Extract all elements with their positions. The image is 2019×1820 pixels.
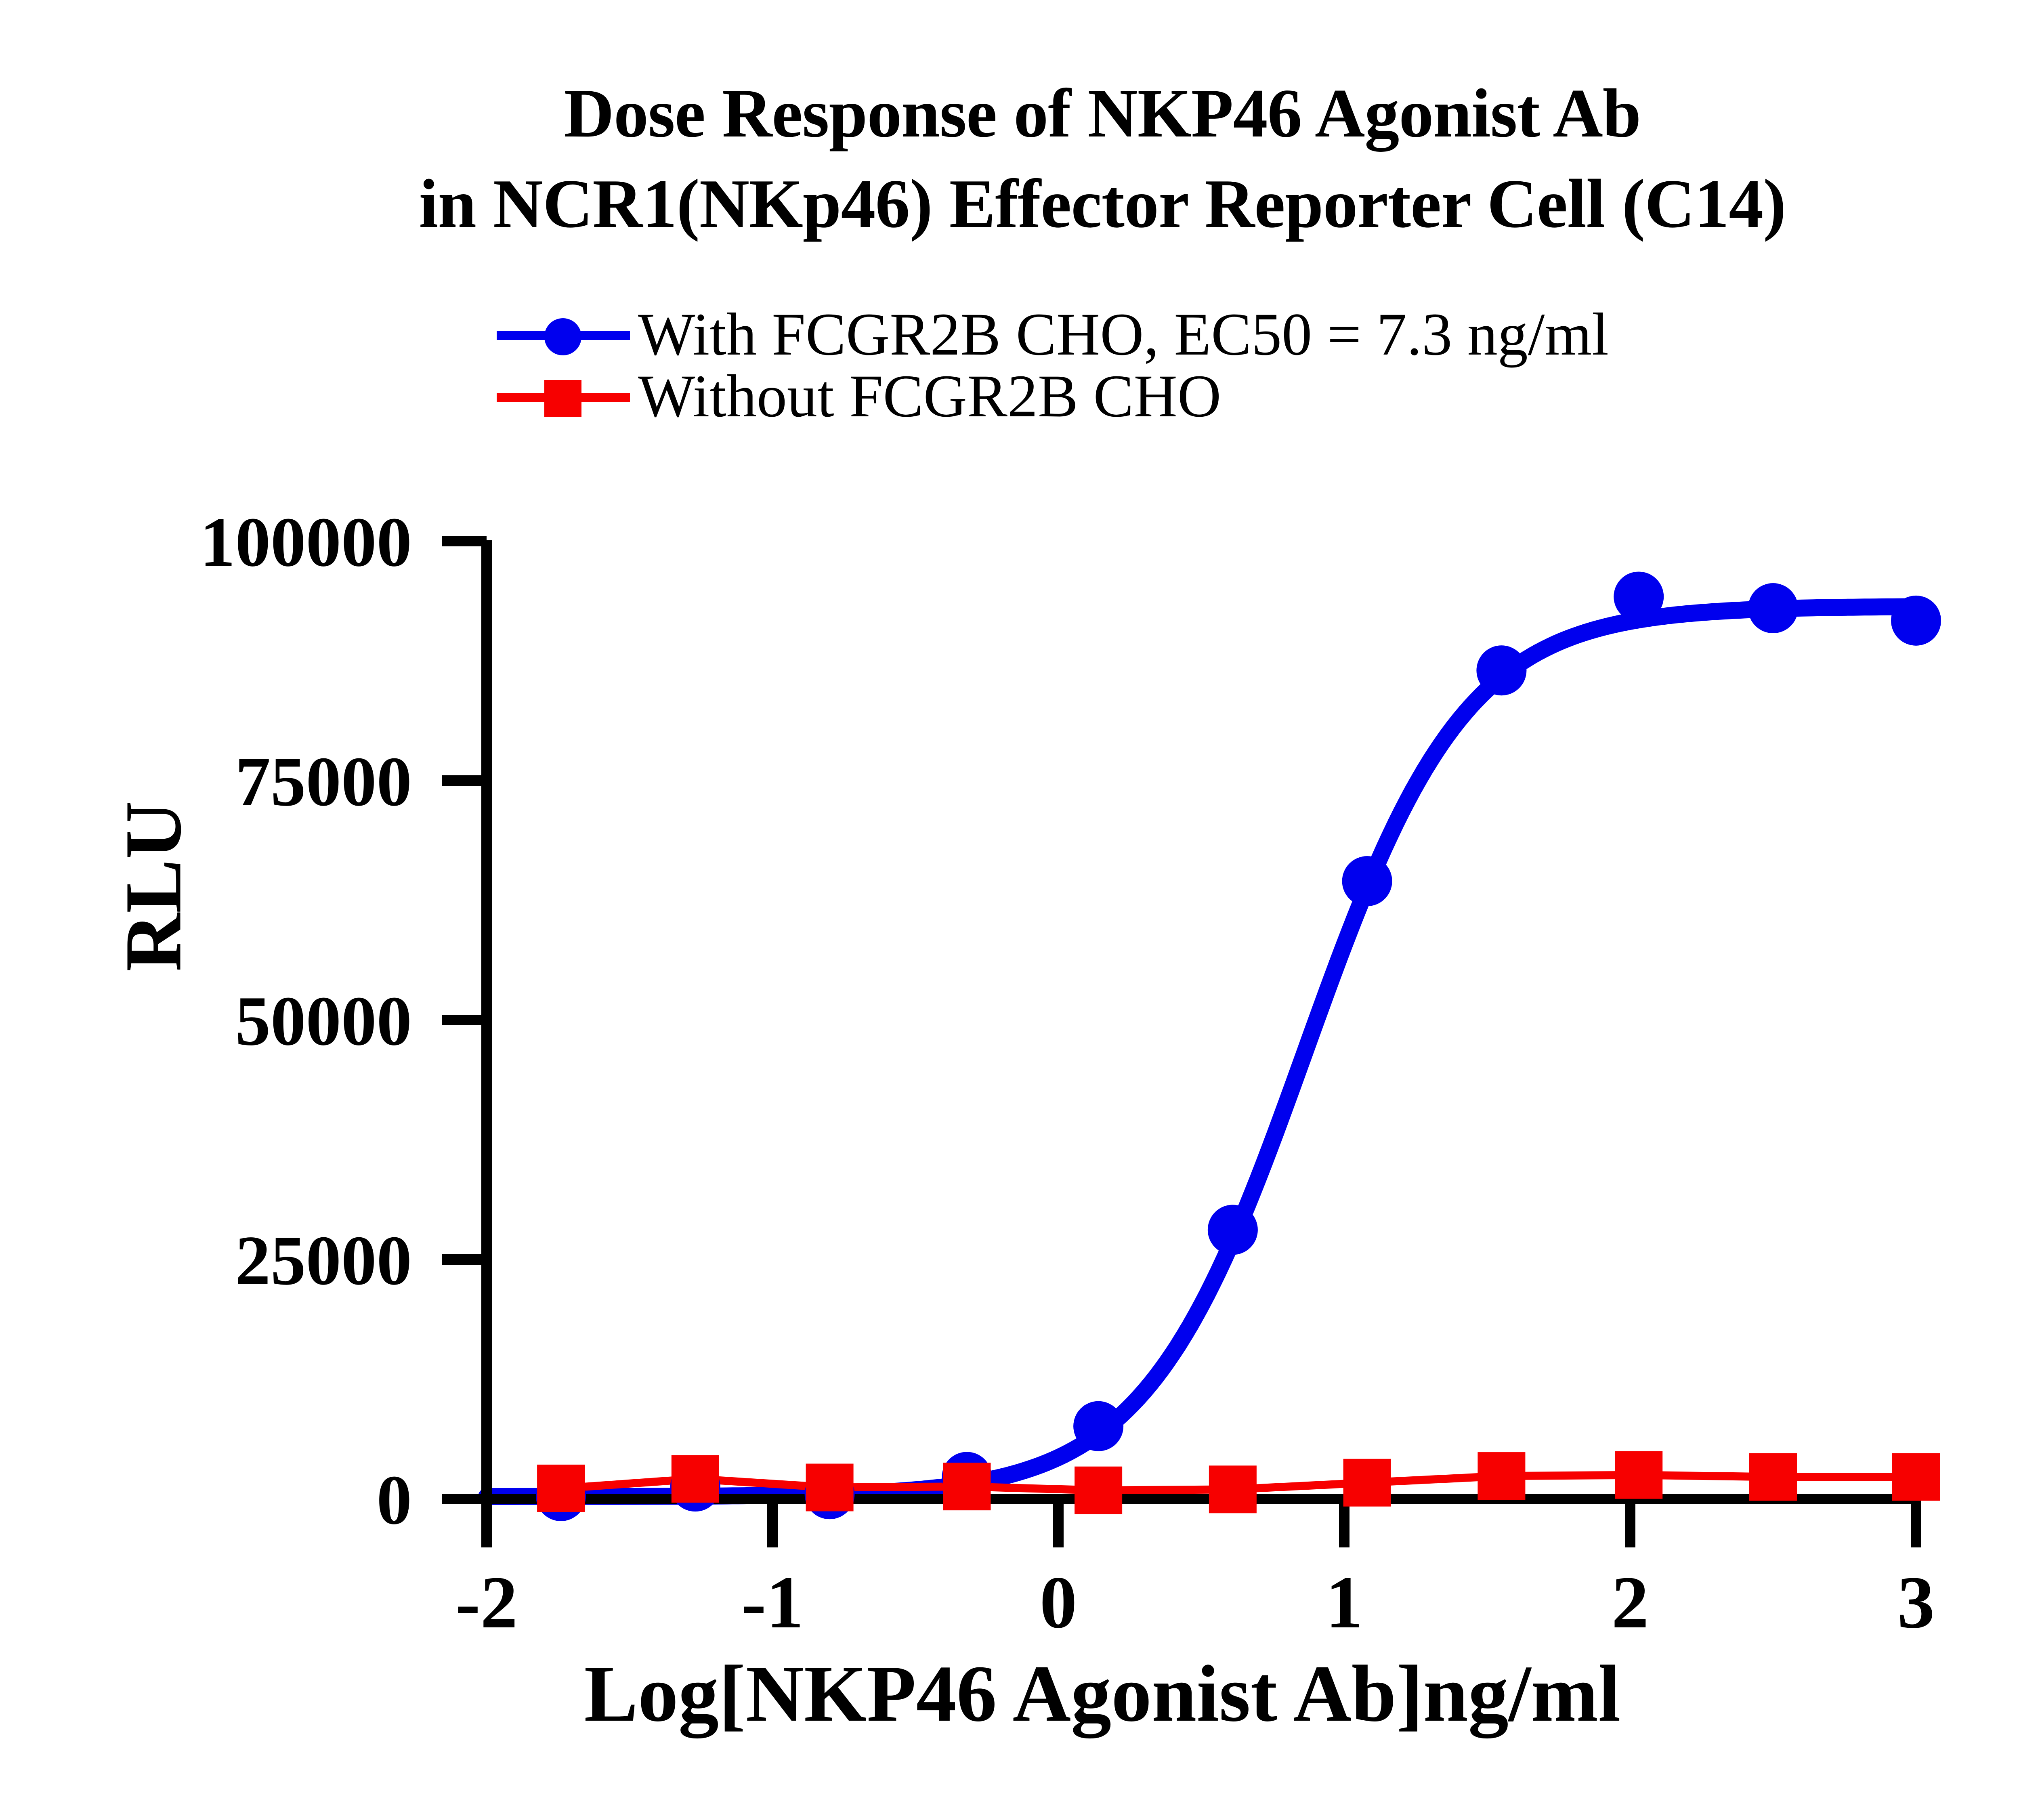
data-point: [537, 1464, 585, 1512]
legend-key-circle-icon: [497, 314, 630, 355]
legend-label-with-fcgr2b: With FCGR2B CHO, EC50 = 7.3 ng/ml: [638, 300, 1609, 368]
y-tick-label: 75000: [235, 742, 412, 821]
chart-legend: With FCGR2B CHO, EC50 = 7.3 ng/ml Withou…: [497, 301, 1950, 430]
data-point: [1343, 1459, 1391, 1507]
data-point: [1749, 1453, 1797, 1501]
data-point: [1478, 1452, 1526, 1500]
data-point: [943, 1463, 991, 1511]
x-tick-label: 0: [1039, 1561, 1077, 1644]
data-point: [1892, 1453, 1940, 1501]
data-point: [1615, 1451, 1663, 1499]
y-tick-label: 0: [376, 1461, 412, 1539]
x-axis-title: Log[NKP46 Agonist Ab]ng/ml: [584, 1649, 1621, 1738]
data-point: [1476, 645, 1527, 696]
legend-key-square-icon: [497, 376, 630, 417]
chart-title: Dose Response of NKP46 Agonist Ab in NCR…: [0, 69, 2019, 249]
y-tick-label: 50000: [235, 982, 412, 1060]
x-tick-label: 2: [1611, 1561, 1649, 1644]
data-point: [1075, 1466, 1123, 1514]
x-tick-label: 1: [1325, 1561, 1363, 1644]
data-point: [1342, 856, 1392, 907]
chart-title-line-2: in NCR1(NKp46) Effector Reporter Cell (C…: [419, 165, 1786, 242]
x-tick-label: 3: [1897, 1561, 1935, 1644]
series-markers-without-fcgr2b: [537, 1451, 1940, 1514]
series-line-with-fcgr2b: [478, 598, 1925, 1505]
legend-item-with-fcgr2b: With FCGR2B CHO, EC50 = 7.3 ng/ml: [497, 301, 1950, 368]
series-markers-with-fcgr2b: [536, 571, 1941, 1521]
x-tick-label: -2: [455, 1561, 518, 1644]
data-point: [1207, 1205, 1258, 1255]
data-point: [671, 1455, 719, 1503]
data-point: [1614, 571, 1664, 622]
x-tick-label: -1: [741, 1561, 804, 1644]
data-point: [1748, 583, 1798, 634]
y-tick-label: 25000: [235, 1221, 412, 1299]
data-point: [1073, 1401, 1124, 1451]
legend-label-without-fcgr2b: Without FCGR2B CHO: [638, 362, 1221, 430]
y-tick-label: 100000: [200, 503, 412, 581]
data-point: [806, 1463, 854, 1511]
data-point: [1209, 1465, 1257, 1514]
legend-item-without-fcgr2b: Without FCGR2B CHO: [497, 363, 1950, 430]
chart-title-line-1: Dose Response of NKP46 Agonist Ab: [564, 75, 1641, 152]
data-point: [1891, 595, 1941, 646]
